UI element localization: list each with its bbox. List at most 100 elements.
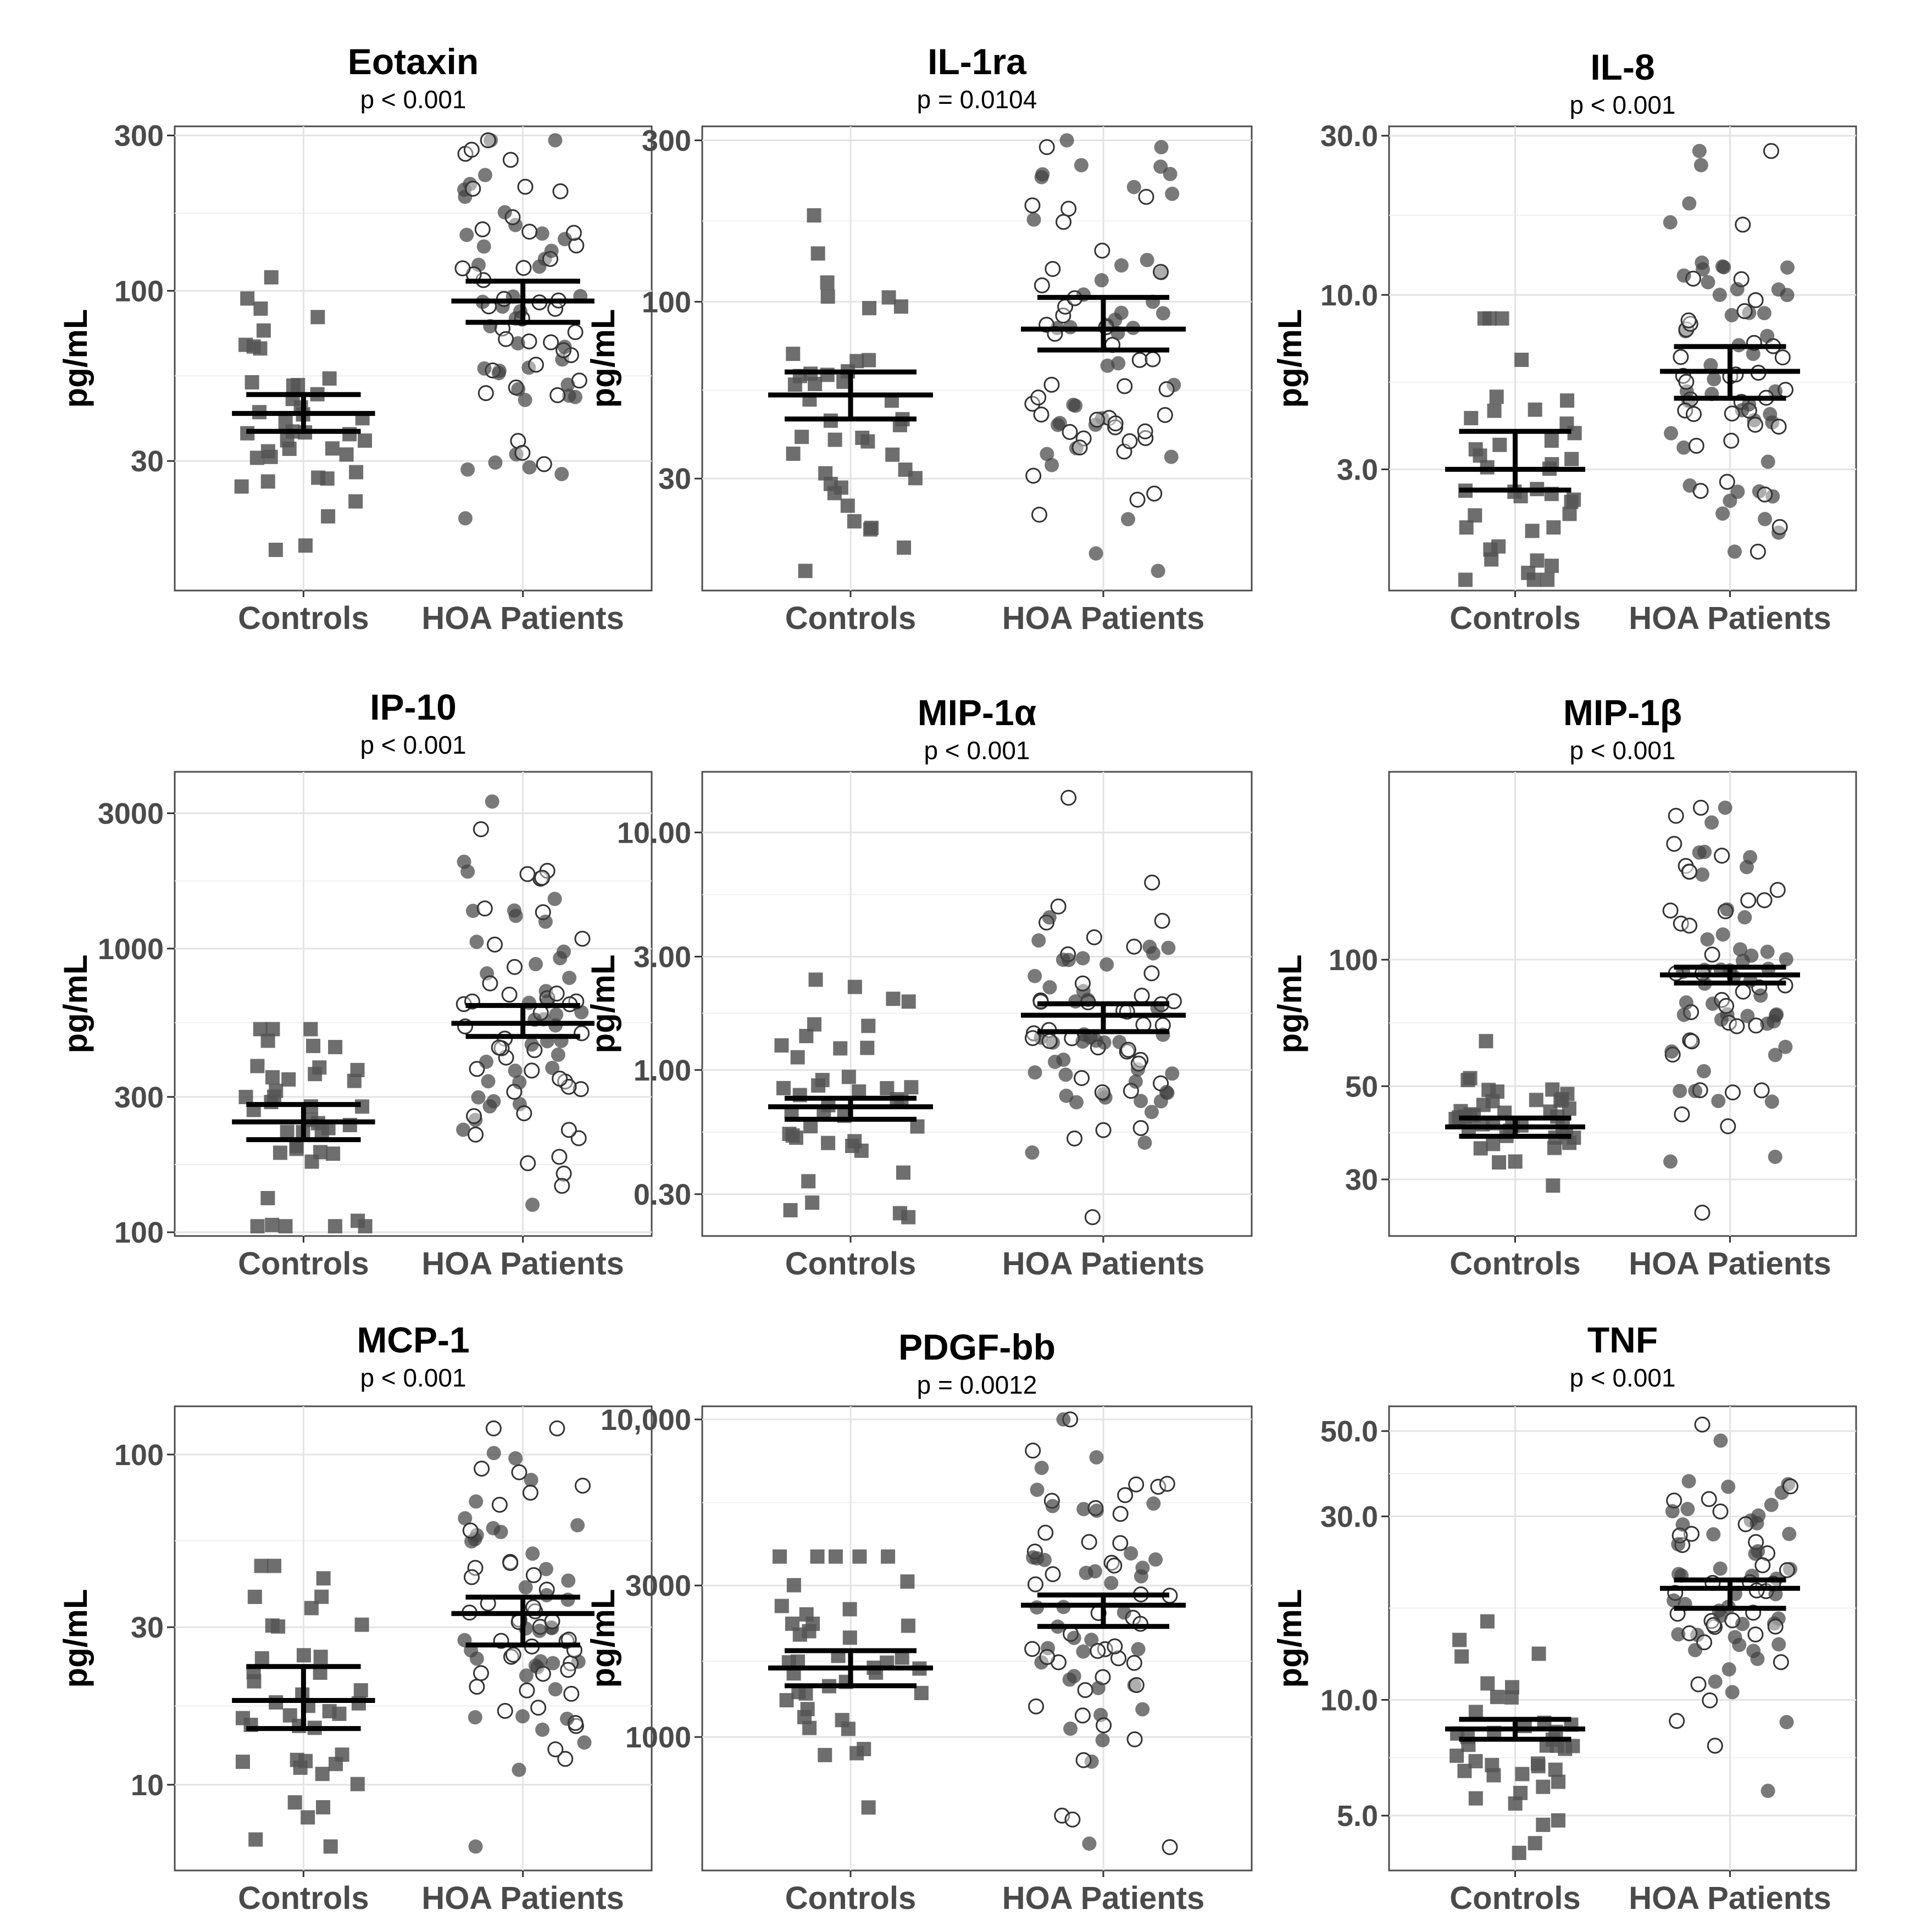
patient-point-filled — [1701, 275, 1715, 289]
patient-point-open — [466, 1108, 482, 1124]
p-value: p < 0.001 — [360, 1363, 466, 1392]
y-tick-label: 5.0 — [1337, 1800, 1378, 1833]
control-point — [1530, 553, 1545, 568]
patient-point-open — [1075, 1752, 1092, 1768]
control-point — [308, 1067, 323, 1082]
patient-point-open — [1684, 1033, 1700, 1050]
p-value: p < 0.001 — [360, 731, 466, 759]
patient-point-open — [1106, 1557, 1123, 1574]
patient-point-open — [1131, 352, 1148, 368]
patient-point-open — [1735, 216, 1751, 233]
control-point — [897, 540, 912, 555]
patient-point-filled — [1763, 407, 1778, 421]
patient-point-filled — [1681, 1474, 1696, 1489]
patient-point-open — [1128, 1476, 1145, 1493]
patient-point-filled — [1663, 215, 1678, 230]
patient-point-open — [1719, 474, 1735, 490]
patient-point-open — [1074, 1707, 1091, 1724]
y-axis-label: pg/mL — [1271, 309, 1308, 408]
patient-point-filled — [1097, 1035, 1112, 1050]
patient-point-open — [1112, 1506, 1129, 1522]
patient-point-filled — [1696, 1064, 1711, 1078]
patient-point-filled — [1084, 1633, 1099, 1647]
control-point — [828, 1549, 843, 1564]
patient-point-filled — [554, 466, 569, 481]
patient-point-filled — [551, 1048, 565, 1062]
patient-point-open — [1089, 411, 1106, 428]
control-point — [353, 1683, 368, 1698]
patient-point-open — [1677, 402, 1693, 419]
patient-point-open — [1039, 1649, 1056, 1665]
patient-point-filled — [532, 259, 547, 274]
control-point — [1545, 1082, 1560, 1097]
patient-point-open — [485, 1420, 502, 1437]
patient-point-filled — [1769, 1008, 1784, 1023]
control-point — [841, 1070, 856, 1084]
control-point — [904, 1080, 919, 1095]
control-point — [278, 1219, 293, 1234]
patient-point-open — [1084, 1209, 1101, 1226]
control-point — [253, 301, 268, 316]
patient-point-open — [520, 1155, 536, 1172]
patient-point-open — [527, 357, 544, 373]
panel-6: MCP-1 p < 0.001 10 30 100 pg/mL Controls HOA Pa… — [57, 1319, 653, 1916]
patient-point-open — [465, 180, 481, 197]
patient-point-filled — [1771, 525, 1786, 540]
control-point — [253, 341, 268, 356]
patient-point-filled — [1733, 942, 1748, 957]
patient-point-filled — [511, 382, 526, 397]
patient-point-open — [480, 132, 496, 148]
patient-point-filled — [538, 1562, 553, 1577]
control-point — [1486, 1768, 1501, 1783]
control-point — [1495, 311, 1509, 326]
patient-point-filled — [1714, 1012, 1729, 1027]
patient-point-open — [552, 1071, 568, 1087]
control-point — [798, 564, 813, 578]
control-point — [1468, 508, 1482, 523]
control-point — [914, 1685, 929, 1700]
patient-point-filled — [1067, 1669, 1081, 1684]
patient-point-open — [463, 1569, 480, 1585]
patient-point-open — [507, 959, 523, 975]
x-tick-label: HOA Patients — [1629, 1246, 1831, 1282]
mean-ci-hoa-patients — [451, 279, 595, 325]
patient-point-filled — [1031, 933, 1046, 948]
control-point — [1540, 572, 1555, 587]
control-point — [339, 447, 354, 462]
control-point — [786, 446, 801, 461]
patient-point-open — [1050, 898, 1067, 915]
patient-point-filled — [512, 1096, 527, 1111]
patient-point-open — [536, 456, 552, 472]
patient-point-open — [574, 1477, 591, 1494]
patient-point-filled — [512, 1075, 527, 1090]
patient-point-filled — [1025, 1145, 1040, 1160]
x-tick-label: HOA Patients — [1002, 1880, 1204, 1916]
patient-point-open — [1074, 1070, 1090, 1086]
control-point — [248, 1832, 263, 1847]
patient-point-filled — [458, 190, 473, 204]
control-point — [881, 290, 896, 305]
x-tick-label: HOA Patients — [1629, 600, 1831, 636]
y-tick-label: 30.0 — [1320, 120, 1378, 153]
p-value: p < 0.001 — [1569, 736, 1675, 765]
p-value: p = 0.0104 — [917, 85, 1037, 114]
patient-point-open — [1718, 998, 1735, 1014]
patient-point-open — [515, 260, 532, 276]
patient-point-filled — [1732, 1638, 1747, 1652]
patient-point-filled — [1782, 1527, 1797, 1541]
patient-point-filled — [1696, 262, 1710, 277]
control-point — [842, 1602, 857, 1617]
patient-point-filled — [1100, 358, 1115, 373]
patient-point-filled — [1034, 1461, 1049, 1476]
patient-point-open — [514, 444, 531, 461]
control-point — [852, 1549, 867, 1564]
control-point — [842, 1630, 857, 1645]
patient-point-filled — [1730, 485, 1745, 499]
panel-title: Eotaxin — [348, 41, 479, 82]
patient-point-open — [549, 387, 566, 403]
patient-point-filled — [1058, 1067, 1073, 1082]
control-point — [786, 1578, 801, 1593]
patient-point-open — [568, 237, 585, 254]
y-tick-label: 300 — [642, 124, 691, 157]
control-point — [1492, 1155, 1507, 1170]
